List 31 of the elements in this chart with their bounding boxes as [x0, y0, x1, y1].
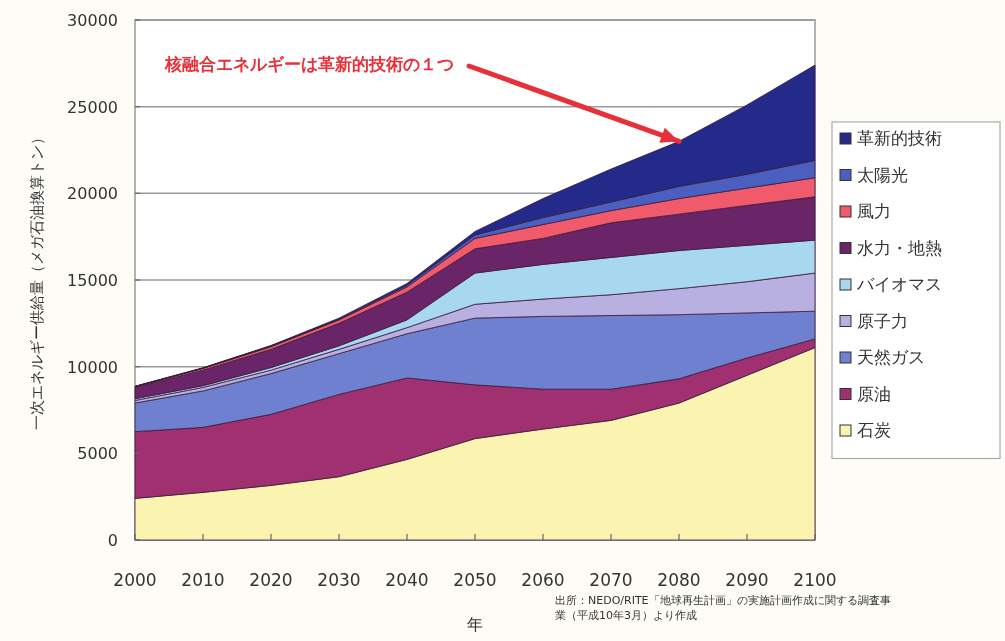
- y-tick-label: 15000: [67, 271, 118, 290]
- x-tick-label: 2060: [521, 570, 565, 590]
- x-tick-label: 2050: [453, 570, 497, 590]
- y-tick-label: 30000: [67, 11, 118, 30]
- y-axis-title: 一次エネルギー供給量（メガ石油換算トン）: [28, 130, 46, 430]
- annotation: 核融合エネルギーは革新的技術の１つ: [164, 54, 454, 74]
- x-tick-label: 2100: [793, 570, 837, 590]
- x-tick-label: 2040: [385, 570, 429, 590]
- x-tick-label: 2020: [249, 570, 293, 590]
- x-tick-label: 2000: [113, 570, 157, 590]
- y-tick-label: 5000: [77, 444, 118, 464]
- x-tick-label: 2010: [181, 570, 225, 590]
- legend-label: 石炭: [857, 420, 891, 440]
- y-tick-label: 20000: [67, 184, 118, 204]
- legend-label: バイオマス: [856, 274, 942, 294]
- legend-label: 革新的技術: [857, 128, 942, 148]
- x-tick-label: 2090: [725, 570, 769, 590]
- legend-label: 原子力: [857, 310, 908, 331]
- legend-label: 水力・地熱: [857, 237, 942, 258]
- legend-label: 太陽光: [857, 164, 908, 185]
- y-tick-label: 10000: [67, 357, 118, 377]
- legend-label: 原油: [857, 383, 891, 404]
- x-tick-label: 2080: [657, 570, 701, 590]
- legend-label: 天然ガス: [857, 347, 925, 367]
- x-tick-label: 2070: [589, 570, 633, 590]
- x-axis-title: 年: [467, 615, 483, 634]
- x-tick-label: 2030: [317, 570, 361, 590]
- y-tick-label: 0: [107, 531, 118, 550]
- legend-label: 風力: [857, 201, 891, 221]
- text: 出所：NEDO/RITE「地球再生計画」の実施計画作成に関する調査事業（平成10年3月）より作成: [555, 593, 892, 623]
- y-tick-label: 25000: [67, 97, 118, 117]
